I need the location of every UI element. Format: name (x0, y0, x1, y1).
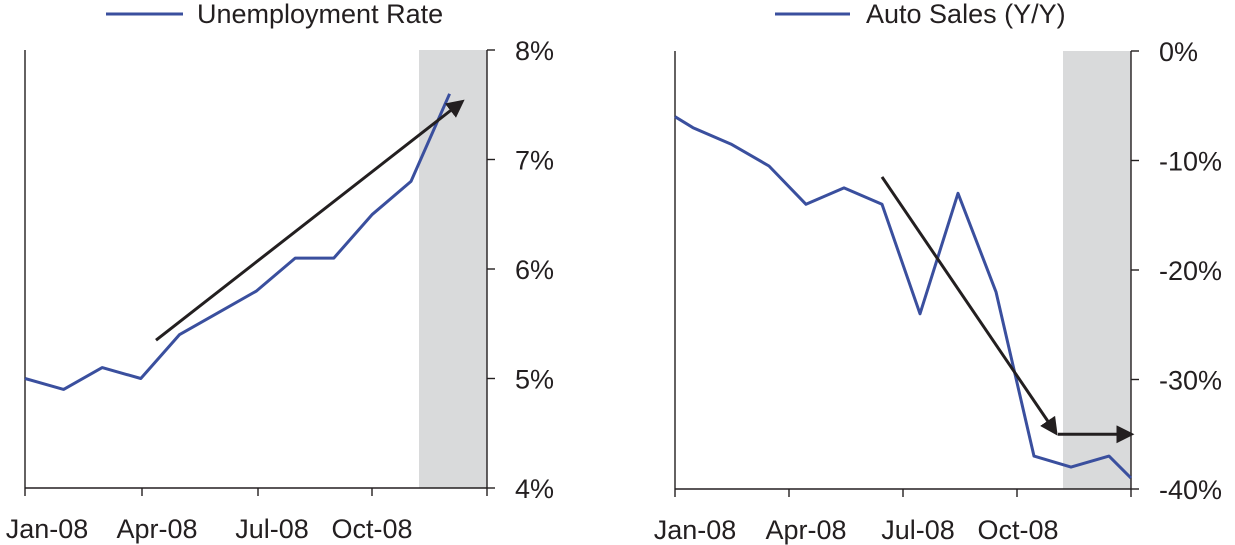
recession-shade (419, 50, 487, 488)
x-tick-label: Jul-08 (235, 514, 309, 544)
series-line (24, 93, 451, 391)
auto-sales-plot-area: 0% -10% -20% -30% -40% Jan-08 Apr-08 Jul-08 Oct-… (654, 37, 1222, 545)
x-tick-label: Oct-08 (331, 514, 412, 544)
x-tick-label: Apr-08 (116, 514, 197, 544)
unemployment-legend: Unemployment Rate (106, 0, 443, 29)
unemployment-chart: Unemployment Rate 8% 7% 6% 5% 4% Jan-08 Apr-08… (6, 0, 554, 544)
x-tick-label: Apr-08 (765, 515, 846, 545)
y-tick-label: 7% (515, 146, 554, 176)
x-tick-label: Jul-08 (881, 515, 955, 545)
y-tick-label: 5% (515, 365, 554, 395)
y-tick-label: -40% (1159, 475, 1222, 505)
unemployment-plot-area: 8% 7% 6% 5% 4% Jan-08 Apr-08 Jul-08 Oct-08 (6, 36, 554, 544)
y-tick-label: -20% (1159, 256, 1222, 286)
series-line (674, 115, 1133, 480)
y-tick-label: 8% (515, 36, 554, 66)
x-tick-label: Jan-08 (6, 514, 89, 544)
legend-label: Unemployment Rate (197, 0, 443, 29)
y-tick-label: 6% (515, 255, 554, 285)
legend-label: Auto Sales (Y/Y) (866, 0, 1066, 29)
x-tick-label: Jan-08 (654, 515, 737, 545)
y-tick-label: -10% (1159, 147, 1222, 177)
x-tick-label: Oct-08 (977, 515, 1058, 545)
y-tick-label: 4% (515, 474, 554, 504)
recession-shade (1063, 51, 1131, 489)
y-tick-label: -30% (1159, 366, 1222, 396)
auto-sales-legend: Auto Sales (Y/Y) (775, 0, 1066, 29)
trend-arrow (880, 176, 1058, 436)
auto-sales-chart: Auto Sales (Y/Y) 0% -10% -20% -30% -40% Jan-0… (654, 0, 1222, 545)
y-tick-label: 0% (1159, 37, 1198, 67)
trend-arrow (155, 99, 465, 342)
